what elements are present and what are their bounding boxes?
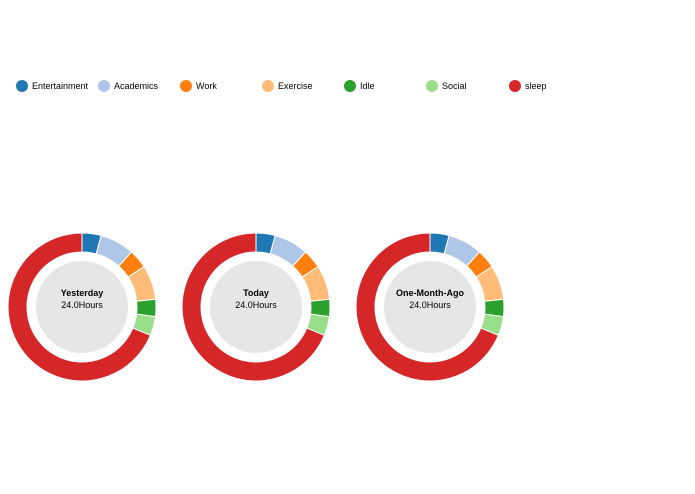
legend-swatch [98,80,110,92]
donut-slice-idle[interactable] [135,298,157,318]
donut-center [36,261,128,353]
legend-swatch [180,80,192,92]
donut-chart-today: Today 24.0Hours [181,232,331,382]
donut-title: Today [243,288,269,298]
donut-slice-idle[interactable] [483,298,505,318]
legend-label: Entertainment [32,81,89,91]
legend-label: Exercise [278,81,313,91]
legend-label: sleep [525,81,547,91]
legend-swatch [426,80,438,92]
donut-chart-one-month-ago: One-Month-Ago 24.0Hours [355,232,505,382]
donut-total-label: 24.0Hours [235,300,277,310]
legend-item-social[interactable]: Social [426,80,467,92]
donut-title: One-Month-Ago [396,288,464,298]
legend-label: Academics [114,81,159,91]
legend-label: Idle [360,81,375,91]
donut-slice-sleep[interactable] [355,232,500,382]
legend-label: Social [442,81,467,91]
donut-total-label: 24.0Hours [61,300,103,310]
legend-swatch [509,80,521,92]
donut-center [210,261,302,353]
donut-title: Yesterday [61,288,104,298]
donut-slice-idle[interactable] [309,298,331,318]
legend-item-entertainment[interactable]: Entertainment [16,80,88,92]
legend-label: Work [196,81,217,91]
legend-swatch [262,80,274,92]
donut-total-label: 24.0Hours [409,300,451,310]
legend-item-work[interactable]: Work [180,80,217,92]
legend-item-idle[interactable]: Idle [344,80,375,92]
legend: Entertainment Academics Work Exercise Id… [0,80,695,96]
legend-item-exercise[interactable]: Exercise [262,80,313,92]
legend-item-sleep[interactable]: sleep [509,80,547,92]
donut-chart-yesterday: Yesterday 24.0Hours [7,232,157,382]
legend-swatch [16,80,28,92]
donut-slice-sleep[interactable] [7,232,152,382]
legend-swatch [344,80,356,92]
donut-slice-sleep[interactable] [181,232,326,382]
donut-center [384,261,476,353]
legend-item-academics[interactable]: Academics [98,80,158,92]
